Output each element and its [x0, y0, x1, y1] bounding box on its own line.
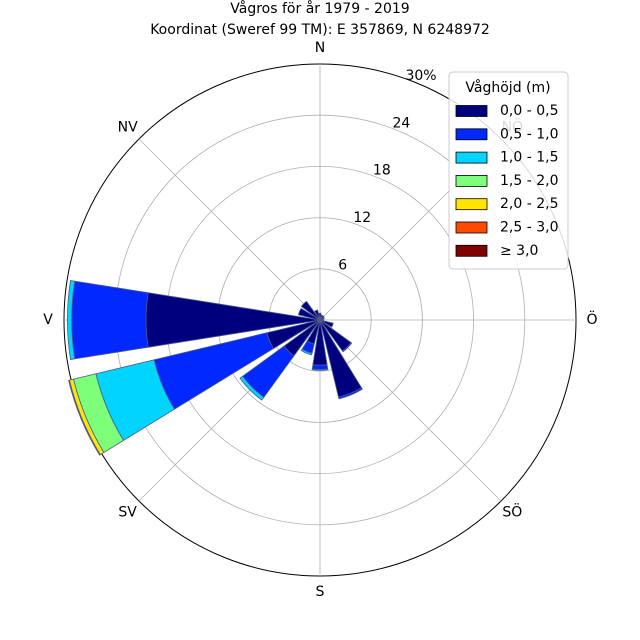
legend-title: Våghöjd (m)	[465, 79, 550, 96]
rose-bar-S-bin-2	[311, 368, 329, 371]
radial-tick-label: 12	[353, 210, 371, 226]
direction-label-SV: SV	[118, 504, 137, 520]
radial-tick-label: 18	[373, 163, 391, 179]
rose-bar-V-bin-2	[67, 280, 76, 360]
direction-label-SÖ: SÖ	[502, 502, 522, 520]
rose-bar-VNV-bin-0	[297, 307, 321, 321]
direction-label-V: V	[43, 312, 53, 328]
legend: Våghöjd (m) 0,0 - 0,5 0,5 - 1,0 1,0 - 1,5 1…	[448, 71, 569, 270]
rose-bar-ÖSÖ-bin-0	[319, 319, 334, 328]
legend-label: 0,0 - 0,5	[500, 103, 558, 119]
legend-swatch	[455, 244, 488, 257]
rose-bar-NV-bin-0	[300, 300, 321, 321]
rose-bar-N-bin-0	[318, 312, 322, 321]
legend-label: 2,5 - 3,0	[500, 220, 558, 236]
legend-swatch	[455, 198, 488, 211]
legend-label: 0,5 - 1,0	[500, 126, 558, 142]
legend-label: 1,5 - 2,0	[500, 173, 558, 189]
rose-bars	[67, 280, 363, 456]
legend-box	[448, 71, 569, 270]
legend-swatch	[455, 221, 488, 234]
grid-spoke	[319, 319, 502, 502]
legend-label: 2,0 - 2,5	[500, 196, 558, 212]
legend-label: 1,0 - 1,5	[500, 150, 558, 166]
radial-tick-labels: 6 12 18 24 30%	[338, 68, 436, 273]
rose-bar-V-bin-1	[71, 280, 149, 360]
rose-bar-SV-bin-2	[239, 375, 265, 401]
radial-tick-label: 30%	[405, 68, 436, 84]
rose-bar-VSV-bin-5	[68, 379, 101, 456]
chart-subtitle: Koordinat (Sweref 99 TM): E 357869, N 62…	[150, 22, 490, 38]
direction-label-Ö: Ö	[586, 310, 597, 328]
legend-swatch	[455, 128, 488, 141]
legend-label: ≥ 3,0	[500, 243, 538, 259]
chart-title: Vågros för år 1979 - 2019	[230, 0, 409, 17]
rose-bar-SSV-bin-2	[300, 348, 313, 356]
legend-swatch	[455, 105, 488, 117]
rose-bar-SSÖ-bin-1	[338, 387, 363, 400]
legend-swatch	[455, 151, 488, 164]
radial-tick-label: 6	[338, 257, 347, 273]
rose-bar-NNV-bin-0	[314, 309, 321, 321]
rose-bar-SÖ-bin-1	[342, 342, 353, 353]
grid-spoke	[138, 138, 321, 321]
direction-label-N: N	[315, 40, 325, 56]
radial-tick-label: 24	[393, 115, 411, 131]
direction-label-S: S	[316, 584, 325, 600]
rose-bar-S-bin-1	[311, 364, 329, 370]
legend-swatch	[455, 174, 488, 187]
legend-items: 0,0 - 0,5 0,5 - 1,0 1,0 - 1,5 1,5 - 2,0 2,0 …	[455, 103, 558, 259]
direction-label-NV: NV	[118, 120, 138, 136]
